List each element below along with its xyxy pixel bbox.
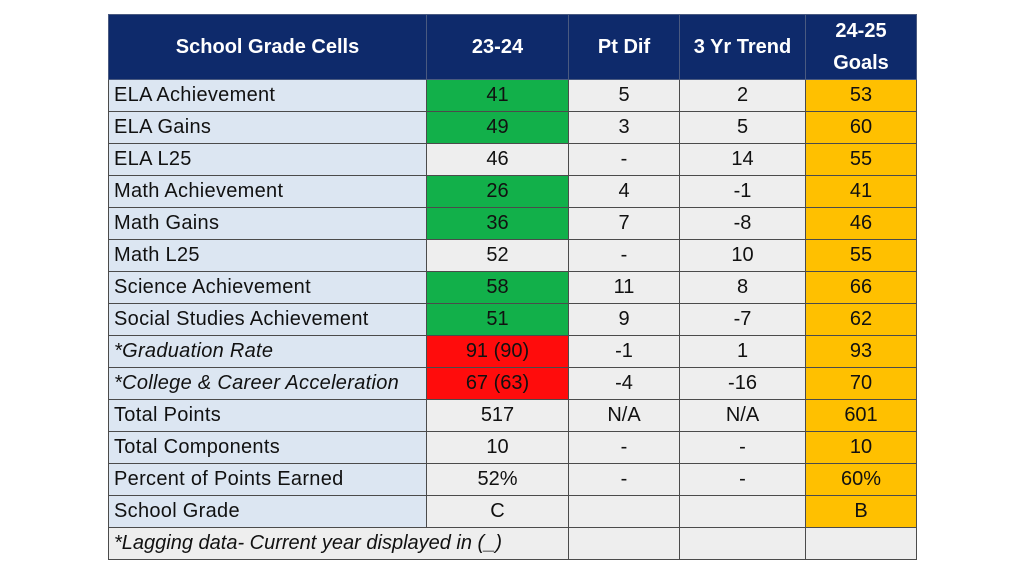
row-label: ELA Gains [108,111,427,144]
table-row: Math Achievement 26 4 -1 41 [108,175,917,208]
pt-dif-value: -1 [568,335,680,368]
header-3yr-trend: 3 Yr Trend [679,14,806,80]
goal-value: 70 [805,367,917,400]
header-row: School Grade Cells 23-24 Pt Dif 3 Yr Tre… [108,14,917,80]
goal-value: 66 [805,271,917,304]
goal-value: 601 [805,399,917,432]
table-row: Science Achievement 58 11 8 66 [108,271,917,304]
year-value: 46 [426,143,569,176]
row-label: Math L25 [108,239,427,272]
table-row: Total Components 10 - - 10 [108,431,917,464]
trend-value: 8 [679,271,806,304]
year-value: 517 [426,399,569,432]
table-row: ELA Achievement 41 5 2 53 [108,79,917,112]
row-label: *Graduation Rate [108,335,427,368]
goal-value: 93 [805,335,917,368]
header-year: 23-24 [426,14,569,80]
header-goals-year: 24-25 [835,20,887,42]
goal-value: 62 [805,303,917,336]
goal-value: 55 [805,143,917,176]
pt-dif-value: 9 [568,303,680,336]
header-goals-label: Goals [833,52,889,74]
trend-value: 14 [679,143,806,176]
trend-value: - [679,431,806,464]
row-label: ELA L25 [108,143,427,176]
year-value: 51 [426,303,569,336]
year-value: 58 [426,271,569,304]
row-label: Total Points [108,399,427,432]
year-value: 10 [426,431,569,464]
school-grade-table: School Grade Cells 23-24 Pt Dif 3 Yr Tre… [108,14,917,560]
row-label: *College & Career Acceleration [108,367,427,400]
year-value: 52% [426,463,569,496]
row-label: Social Studies Achievement [108,303,427,336]
row-label: Total Components [108,431,427,464]
pt-dif-value: 7 [568,207,680,240]
trend-value: -1 [679,175,806,208]
row-label: Math Gains [108,207,427,240]
table-row: *College & Career Acceleration 67 (63) -… [108,367,917,400]
trend-value: - [679,463,806,496]
header-pt-dif: Pt Dif [568,14,680,80]
trend-value: 1 [679,335,806,368]
trend-value: 2 [679,79,806,112]
pt-dif-value: 5 [568,79,680,112]
table-row: Math L25 52 - 10 55 [108,239,917,272]
table-row: ELA Gains 49 3 5 60 [108,111,917,144]
goal-value: 10 [805,431,917,464]
row-label: Science Achievement [108,271,427,304]
trend-value: -7 [679,303,806,336]
row-label: Math Achievement [108,175,427,208]
table-row: Percent of Points Earned 52% - - 60% [108,463,917,496]
table-row: *Graduation Rate 91 (90) -1 1 93 [108,335,917,368]
table-row: Social Studies Achievement 51 9 -7 62 [108,303,917,336]
row-label: School Grade [108,495,427,528]
pt-dif-value: - [568,239,680,272]
pt-dif-value: - [568,143,680,176]
row-label: ELA Achievement [108,79,427,112]
year-value: 52 [426,239,569,272]
pt-dif-value: - [568,463,680,496]
goal-value: 60% [805,463,917,496]
header-school-grade-cells: School Grade Cells [108,14,427,80]
empty-cell [568,527,680,560]
footnote-row: *Lagging data- Current year displayed in… [108,527,917,560]
goal-value: 55 [805,239,917,272]
table-row: School Grade C B [108,495,917,528]
trend-value: N/A [679,399,806,432]
year-value: 41 [426,79,569,112]
trend-value: 5 [679,111,806,144]
table-row: ELA L25 46 - 14 55 [108,143,917,176]
pt-dif-value: N/A [568,399,680,432]
pt-dif-value: 11 [568,271,680,304]
row-label: Percent of Points Earned [108,463,427,496]
table-row: Total Points 517 N/A N/A 601 [108,399,917,432]
trend-value: 10 [679,239,806,272]
year-value: 26 [426,175,569,208]
pt-dif-value: 4 [568,175,680,208]
trend-value: -16 [679,367,806,400]
goal-value: 53 [805,79,917,112]
year-value: 67 (63) [426,367,569,400]
empty-cell [805,527,917,560]
header-goals: 24-25 Goals [805,14,917,80]
footnote: *Lagging data- Current year displayed in… [108,527,569,560]
trend-value [679,495,806,528]
goal-value: 60 [805,111,917,144]
table-row: Math Gains 36 7 -8 46 [108,207,917,240]
year-value: C [426,495,569,528]
goal-value: B [805,495,917,528]
pt-dif-value: 3 [568,111,680,144]
pt-dif-value: - [568,431,680,464]
year-value: 36 [426,207,569,240]
year-value: 91 (90) [426,335,569,368]
year-value: 49 [426,111,569,144]
pt-dif-value [568,495,680,528]
pt-dif-value: -4 [568,367,680,400]
empty-cell [679,527,806,560]
goal-value: 46 [805,207,917,240]
goal-value: 41 [805,175,917,208]
trend-value: -8 [679,207,806,240]
